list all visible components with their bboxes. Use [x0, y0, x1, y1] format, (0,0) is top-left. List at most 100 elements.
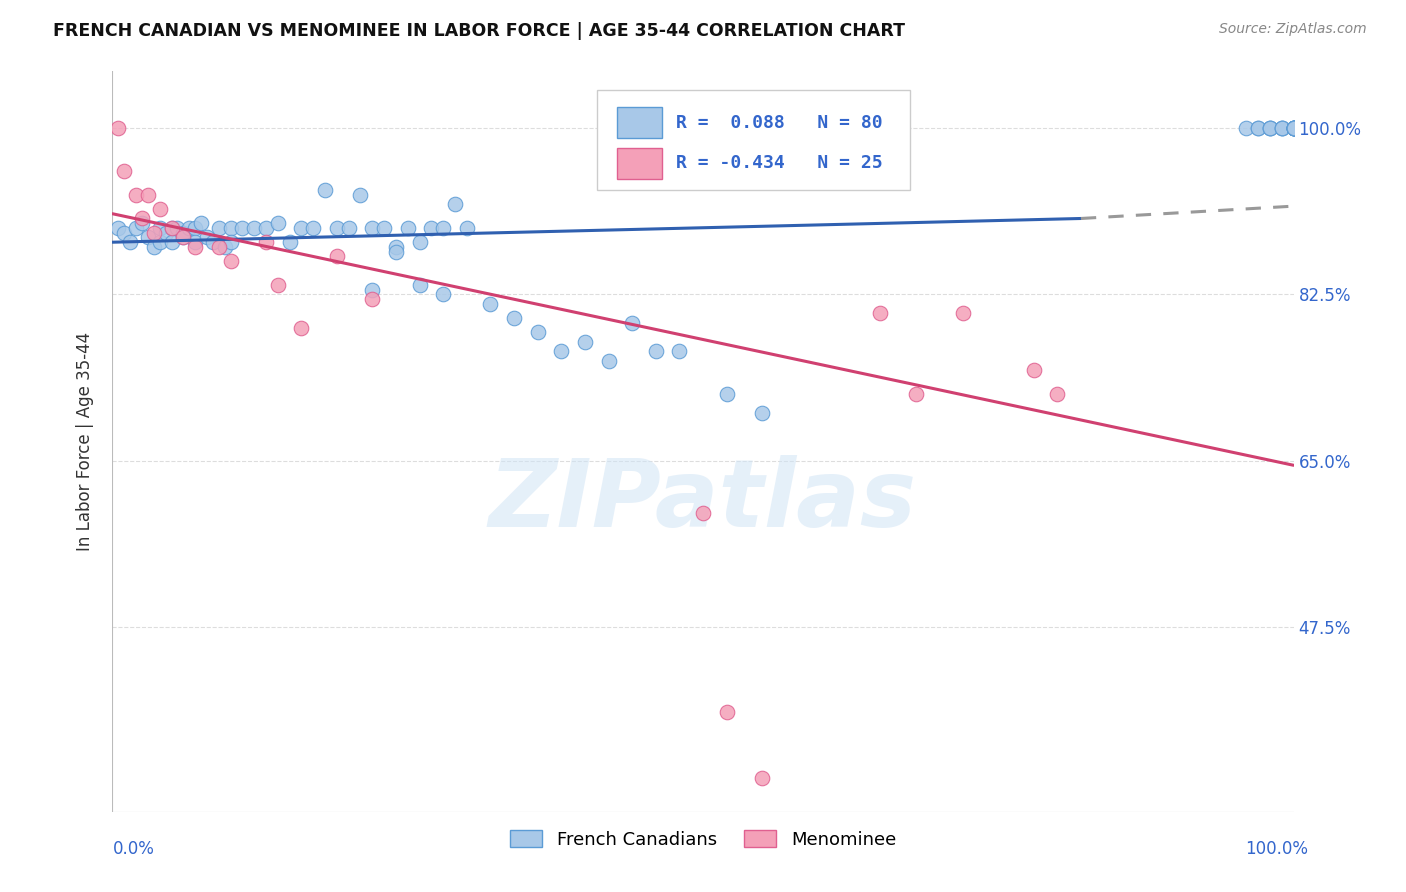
Point [219, 254, 242, 268]
Point [432, 221, 454, 235]
Text: R = -0.434   N = 25: R = -0.434 N = 25 [676, 154, 883, 172]
Point [337, 221, 360, 235]
Point [120, 235, 142, 250]
Point [219, 235, 242, 250]
Point [314, 183, 336, 197]
Point [112, 164, 135, 178]
Point [214, 240, 236, 254]
Point [385, 244, 408, 259]
Text: Source: ZipAtlas.com: Source: ZipAtlas.com [1219, 22, 1367, 37]
Point [160, 221, 183, 235]
Point [444, 197, 467, 211]
Point [254, 235, 277, 250]
Point [396, 221, 419, 235]
Point [195, 230, 218, 244]
Point [142, 240, 165, 254]
Y-axis label: In Labor Force | Age 35-44: In Labor Force | Age 35-44 [76, 332, 94, 551]
Point [160, 221, 183, 235]
Point [420, 221, 443, 235]
Point [751, 772, 773, 786]
Point [1282, 121, 1305, 136]
Point [952, 306, 974, 320]
Point [1282, 121, 1305, 136]
Point [479, 297, 502, 311]
Point [149, 221, 172, 235]
Point [107, 121, 129, 136]
Point [290, 320, 312, 334]
Point [1247, 121, 1270, 136]
Point [550, 344, 572, 359]
Point [361, 283, 384, 297]
Point [107, 221, 129, 235]
Point [172, 226, 194, 240]
Point [361, 292, 384, 306]
Point [1271, 121, 1294, 136]
Text: 0.0%: 0.0% [112, 840, 155, 858]
Point [125, 187, 148, 202]
FancyBboxPatch shape [617, 148, 662, 178]
Point [184, 240, 207, 254]
Point [1258, 121, 1281, 136]
Point [184, 221, 207, 235]
Point [1282, 121, 1305, 136]
Point [267, 216, 290, 230]
Point [243, 221, 266, 235]
Point [326, 221, 349, 235]
Point [574, 334, 596, 349]
Point [290, 221, 312, 235]
Point [166, 221, 188, 235]
Point [716, 387, 738, 401]
Text: FRENCH CANADIAN VS MENOMINEE IN LABOR FORCE | AGE 35-44 CORRELATION CHART: FRENCH CANADIAN VS MENOMINEE IN LABOR FO… [53, 22, 905, 40]
Point [503, 311, 526, 326]
Point [621, 316, 644, 330]
Point [456, 221, 478, 235]
Point [142, 226, 165, 240]
Point [1282, 121, 1305, 136]
Point [1258, 121, 1281, 136]
Point [1022, 363, 1045, 377]
Point [172, 230, 194, 244]
Point [385, 240, 408, 254]
Point [131, 211, 153, 226]
FancyBboxPatch shape [596, 90, 910, 190]
Point [668, 344, 690, 359]
Point [172, 230, 194, 244]
Point [1258, 121, 1281, 136]
Point [278, 235, 301, 250]
Point [1282, 121, 1305, 136]
Point [692, 506, 714, 520]
Point [869, 306, 891, 320]
FancyBboxPatch shape [617, 107, 662, 138]
Point [1282, 121, 1305, 136]
Point [716, 705, 738, 719]
Text: R =  0.088   N = 80: R = 0.088 N = 80 [676, 113, 883, 131]
Text: 100.0%: 100.0% [1246, 840, 1308, 858]
Point [1046, 387, 1069, 401]
Point [149, 202, 172, 216]
Point [432, 287, 454, 301]
Point [373, 221, 395, 235]
Point [131, 216, 153, 230]
Point [1271, 121, 1294, 136]
Point [201, 235, 224, 250]
Point [302, 221, 325, 235]
Point [904, 387, 927, 401]
Point [1282, 121, 1305, 136]
Point [149, 235, 172, 250]
Point [408, 277, 430, 292]
Text: ZIPatlas: ZIPatlas [489, 455, 917, 547]
Point [208, 221, 231, 235]
Point [125, 221, 148, 235]
Point [751, 406, 773, 420]
Point [326, 250, 349, 264]
Point [254, 221, 277, 235]
Point [408, 235, 430, 250]
Point [184, 235, 207, 250]
Point [1271, 121, 1294, 136]
Point [1247, 121, 1270, 136]
Point [190, 216, 212, 230]
Point [361, 221, 384, 235]
Legend: French Canadians, Menominee: French Canadians, Menominee [502, 822, 904, 856]
Point [1282, 121, 1305, 136]
Point [1282, 121, 1305, 136]
